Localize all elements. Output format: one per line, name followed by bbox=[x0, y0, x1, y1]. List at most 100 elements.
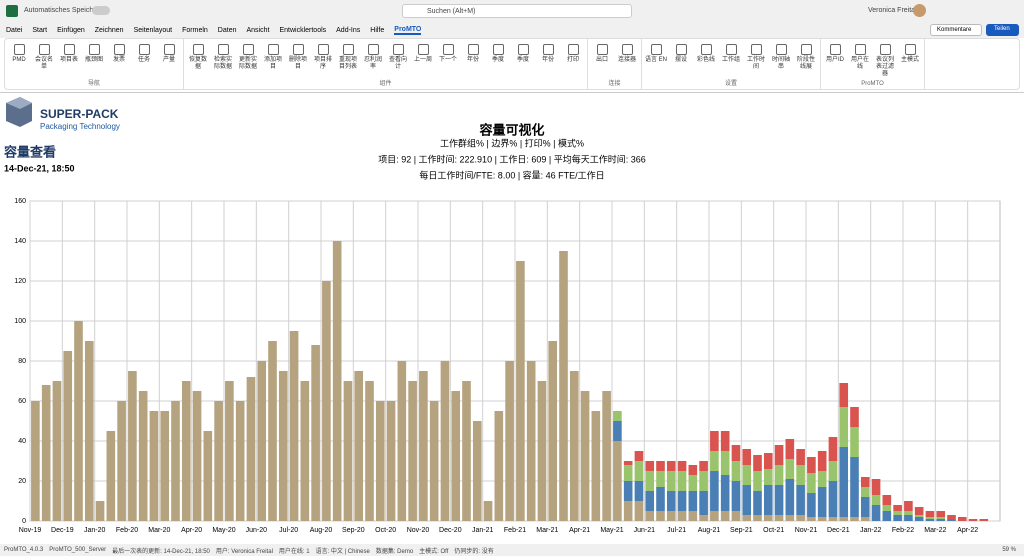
bar bbox=[322, 281, 331, 521]
ribbon-button[interactable]: 恢复数据 bbox=[187, 41, 209, 78]
ribbon-button[interactable]: 产量 bbox=[158, 41, 180, 78]
bar bbox=[710, 511, 719, 521]
bar bbox=[925, 519, 935, 521]
button-icon bbox=[138, 44, 150, 55]
ribbon-button[interactable]: 季度 bbox=[487, 41, 509, 78]
ribbon-button[interactable]: 项目表 bbox=[58, 41, 80, 78]
button-icon bbox=[163, 44, 175, 55]
button-icon bbox=[775, 44, 787, 55]
search-box[interactable]: Suchen (Alt+M) bbox=[402, 4, 632, 18]
ribbon-button[interactable]: 添加项目 bbox=[262, 41, 284, 78]
logo bbox=[6, 97, 32, 127]
x-tick-label: Nov-19 bbox=[19, 527, 42, 534]
button-icon bbox=[292, 44, 304, 55]
ribbon-button[interactable]: 摆设 bbox=[670, 41, 692, 78]
ribbon-button[interactable]: 用户ID bbox=[824, 41, 846, 81]
menu-tab[interactable]: Formeln bbox=[182, 26, 208, 34]
button-icon bbox=[392, 44, 404, 55]
ribbon-button[interactable]: 时间轴串 bbox=[770, 41, 792, 78]
bar bbox=[828, 461, 838, 481]
zoom: 59 % bbox=[1002, 547, 1016, 553]
menu-tab[interactable]: Start bbox=[32, 26, 48, 34]
button-icon bbox=[879, 44, 891, 55]
bar bbox=[537, 381, 547, 521]
ribbon-button[interactable]: PMD bbox=[8, 41, 30, 78]
ribbon-button[interactable]: 重现项目列表 bbox=[337, 41, 359, 78]
bar bbox=[796, 515, 805, 521]
ribbon-button[interactable]: 阶段性线展 bbox=[795, 41, 817, 78]
ribbon-button[interactable]: 任务 bbox=[133, 41, 155, 78]
ribbon-button[interactable]: 表议列表过滤器 bbox=[874, 41, 896, 81]
ribbon-button[interactable]: 工作组 bbox=[720, 41, 742, 78]
button-label: 项目排序 bbox=[313, 57, 332, 70]
comments-button[interactable]: Kommentare bbox=[930, 24, 982, 36]
bar bbox=[634, 481, 644, 501]
autosave-toggle[interactable] bbox=[92, 6, 110, 15]
bar bbox=[278, 371, 288, 521]
ribbon-button[interactable]: 出口 bbox=[591, 41, 613, 78]
bar bbox=[656, 471, 665, 487]
ribbon-button[interactable]: 下一个 bbox=[437, 41, 459, 78]
menu-tab[interactable]: Daten bbox=[217, 26, 237, 34]
bar bbox=[225, 381, 234, 521]
button-icon bbox=[342, 44, 354, 55]
avatar[interactable] bbox=[913, 4, 926, 17]
bar bbox=[181, 381, 191, 521]
bar bbox=[796, 449, 805, 465]
x-tick-label: Aug-21 bbox=[698, 527, 721, 534]
bar bbox=[505, 361, 514, 521]
bar bbox=[591, 411, 601, 521]
button-icon bbox=[88, 44, 100, 55]
ribbon-button[interactable]: 发票 bbox=[108, 41, 130, 78]
ribbon-button[interactable]: 忍利润率 bbox=[362, 41, 384, 78]
y-tick-label: 120 bbox=[14, 278, 26, 285]
ribbon-button[interactable]: 年份 bbox=[462, 41, 484, 78]
ribbon-button[interactable]: 彩色线 bbox=[695, 41, 717, 78]
ribbon-button[interactable]: 语言 EN bbox=[645, 41, 667, 78]
bar bbox=[332, 241, 342, 521]
bar bbox=[311, 345, 320, 521]
menu-tab[interactable]: Entwicklertools bbox=[279, 26, 327, 34]
menu-tab[interactable]: Einfügen bbox=[57, 26, 85, 34]
ribbon-button[interactable]: 检索实际数据 bbox=[212, 41, 234, 78]
bar bbox=[138, 391, 148, 521]
menu-tab[interactable]: ProMTO bbox=[394, 25, 422, 35]
menu-tab[interactable]: Datei bbox=[6, 26, 23, 34]
ribbon-button[interactable]: 上一周 bbox=[412, 41, 434, 78]
ribbon-button[interactable]: 更新实际数据 bbox=[237, 41, 259, 78]
ribbon-button[interactable]: 年份 bbox=[537, 41, 559, 78]
bar bbox=[634, 461, 644, 481]
ribbon-button[interactable]: 季度 bbox=[512, 41, 534, 78]
bar bbox=[731, 461, 741, 481]
ribbon-button[interactable]: 主模式 bbox=[899, 41, 921, 81]
ribbon-button[interactable]: 连接器 bbox=[616, 41, 638, 78]
share-button[interactable]: Teilen bbox=[986, 24, 1019, 36]
ribbon-group: 恢复数据 检索实际数据 更新实际数据 添加项目 删除项目 项目排序 重现项目列表 忍利润率 查看… bbox=[184, 39, 588, 89]
button-label: 连接器 bbox=[617, 57, 636, 63]
ribbon-button[interactable]: 查看向计 bbox=[387, 41, 409, 78]
ribbon-button[interactable]: 删除项目 bbox=[287, 41, 309, 78]
logo-text: SUPER-PACK bbox=[40, 107, 119, 121]
menu-tab[interactable]: Add-Ins bbox=[336, 26, 361, 34]
ribbon-button[interactable]: 打印 bbox=[562, 41, 584, 78]
ribbon-button[interactable]: 瓶颈图 bbox=[83, 41, 105, 78]
menu-tab[interactable]: Zeichnen bbox=[94, 26, 124, 34]
menu-tab[interactable]: Hilfe bbox=[370, 26, 385, 34]
x-tick-label: Jun-20 bbox=[246, 527, 268, 534]
ribbon-button[interactable]: 会议名单 bbox=[33, 41, 55, 78]
ribbon-button[interactable]: 项目排序 bbox=[312, 41, 334, 78]
x-tick-label: Dec-21 bbox=[827, 527, 850, 534]
bar bbox=[429, 401, 439, 521]
x-tick-label: Jul-20 bbox=[279, 527, 298, 534]
ribbon-button[interactable]: 用户在线 bbox=[849, 41, 871, 81]
bar bbox=[397, 361, 407, 521]
bar bbox=[753, 491, 762, 515]
menu-tab[interactable]: Seitenlayout bbox=[133, 26, 173, 34]
ribbon-button[interactable]: 工作时间 bbox=[745, 41, 767, 78]
bar bbox=[666, 491, 676, 511]
menu-tab[interactable]: Ansicht bbox=[246, 26, 270, 34]
bar bbox=[710, 431, 719, 451]
bar bbox=[720, 431, 730, 451]
bar bbox=[677, 461, 687, 471]
